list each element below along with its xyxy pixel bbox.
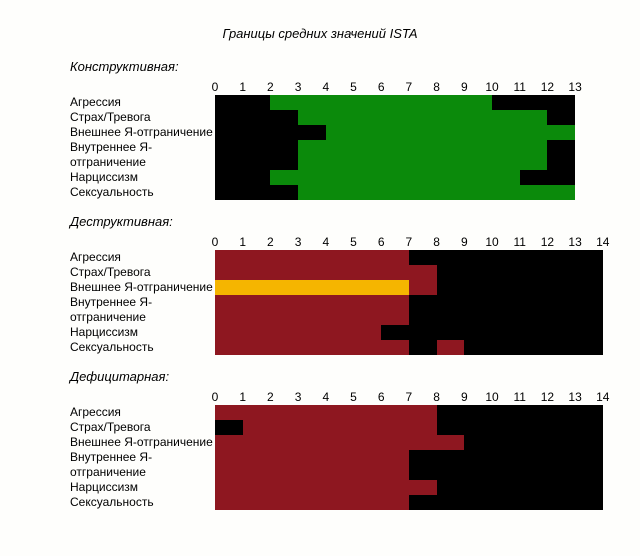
x-axis: 01234567891011121314 [215, 235, 603, 250]
bar-segment [215, 95, 270, 110]
bar-row [215, 140, 575, 170]
row-label: Агрессия [70, 405, 215, 420]
chart-wrap: АгрессияСтрах/ТревогаВнешнее Я-отграниче… [20, 80, 620, 200]
bar-row [215, 450, 603, 480]
row-label: Страх/Тревога [70, 110, 215, 125]
section-name: Конструктивная: [70, 59, 620, 74]
bar-segment [409, 340, 437, 355]
bar-segment [409, 250, 548, 265]
bar-row [215, 125, 575, 140]
bar-segment [437, 265, 603, 280]
chart-wrap: АгрессияСтрах/ТревогаВнешнее Я-отграниче… [20, 235, 620, 355]
chart-title: Границы средних значений ISTA [20, 26, 620, 41]
row-label: Агрессия [70, 250, 215, 265]
row-label: Внутреннее Я-отграничение [70, 295, 215, 325]
bar-segment [547, 250, 602, 265]
bar-segment [437, 420, 603, 435]
row-label: Внешнее Я-отграничение [70, 125, 215, 140]
bar-segment [409, 295, 603, 325]
bar-segment [547, 140, 575, 170]
bar-segment [215, 280, 409, 295]
bar-segment [215, 125, 326, 140]
row-label: Страх/Тревога [70, 420, 215, 435]
page: Границы средних значений ISTA Конструкти… [0, 0, 640, 534]
bar-row [215, 170, 575, 185]
bar-segment [464, 435, 603, 450]
bars-area [215, 95, 575, 200]
chart-wrap: АгрессияСтрах/ТревогаВнешнее Я-отграниче… [20, 390, 620, 510]
row-label: Внешнее Я-отграничение [70, 280, 215, 295]
x-axis: 01234567891011121314 [215, 390, 603, 405]
bar-row [215, 325, 603, 340]
row-label: Нарциссизм [70, 480, 215, 495]
row-label: Внешнее Я-отграничение [70, 435, 215, 450]
chart-section: Конструктивная: АгрессияСтрах/ТревогаВнеш… [20, 59, 620, 200]
row-labels: АгрессияСтрах/ТревогаВнешнее Я-отграниче… [20, 80, 215, 200]
row-label: Сексуальность [70, 340, 215, 355]
bar-segment [381, 325, 603, 340]
bar-row [215, 340, 603, 355]
row-label: Страх/Тревога [70, 265, 215, 280]
bar-row [215, 420, 603, 435]
bar-segment [409, 495, 603, 510]
row-label: Нарциссизм [70, 170, 215, 185]
bar-row [215, 110, 575, 125]
bar-row [215, 435, 603, 450]
bar-segment [215, 420, 243, 435]
section-name: Дефицитарная: [70, 369, 620, 384]
bar-row [215, 265, 603, 280]
bar-row [215, 280, 603, 295]
bar-row [215, 295, 603, 325]
bar-segment [547, 110, 575, 125]
bars-area [215, 250, 603, 355]
bar-segment [437, 480, 603, 495]
bars-area [215, 405, 603, 510]
bar-row [215, 95, 575, 110]
plot-area: 01234567891011121314 [215, 390, 603, 510]
bar-segment [437, 280, 603, 295]
row-label: Сексуальность [70, 495, 215, 510]
bar-segment [464, 340, 603, 355]
row-labels: АгрессияСтрах/ТревогаВнешнее Я-отграниче… [20, 390, 215, 510]
row-label: Сексуальность [70, 185, 215, 200]
section-name: Деструктивная: [70, 214, 620, 229]
plot-area: 012345678910111213 [215, 80, 575, 200]
bar-segment [215, 170, 270, 185]
bar-segment [215, 110, 298, 125]
bar-segment [520, 170, 575, 185]
row-labels: АгрессияСтрах/ТревогаВнешнее Я-отграниче… [20, 235, 215, 355]
bar-segment [492, 95, 575, 110]
bar-segment [437, 405, 603, 420]
bar-segment [215, 140, 298, 170]
x-axis: 012345678910111213 [215, 80, 575, 95]
bar-row [215, 495, 603, 510]
bar-row [215, 250, 603, 265]
bar-segment [409, 450, 603, 480]
chart-section: Дефицитарная: АгрессияСтрах/ТревогаВнешне… [20, 369, 620, 510]
bar-row [215, 185, 575, 200]
sections-container: Конструктивная:АгрессияСтрах/ТревогаВнеш… [20, 59, 620, 510]
row-label: Внутреннее Я-отграничение [70, 450, 215, 480]
bar-segment [215, 185, 298, 200]
plot-area: 01234567891011121314 [215, 235, 603, 355]
row-label: Агрессия [70, 95, 215, 110]
bar-row [215, 405, 603, 420]
row-label: Нарциссизм [70, 325, 215, 340]
row-label: Внутреннее Я-отграничение [70, 140, 215, 170]
chart-section: Деструктивная: АгрессияСтрах/ТревогаВнешн… [20, 214, 620, 355]
bar-row [215, 480, 603, 495]
